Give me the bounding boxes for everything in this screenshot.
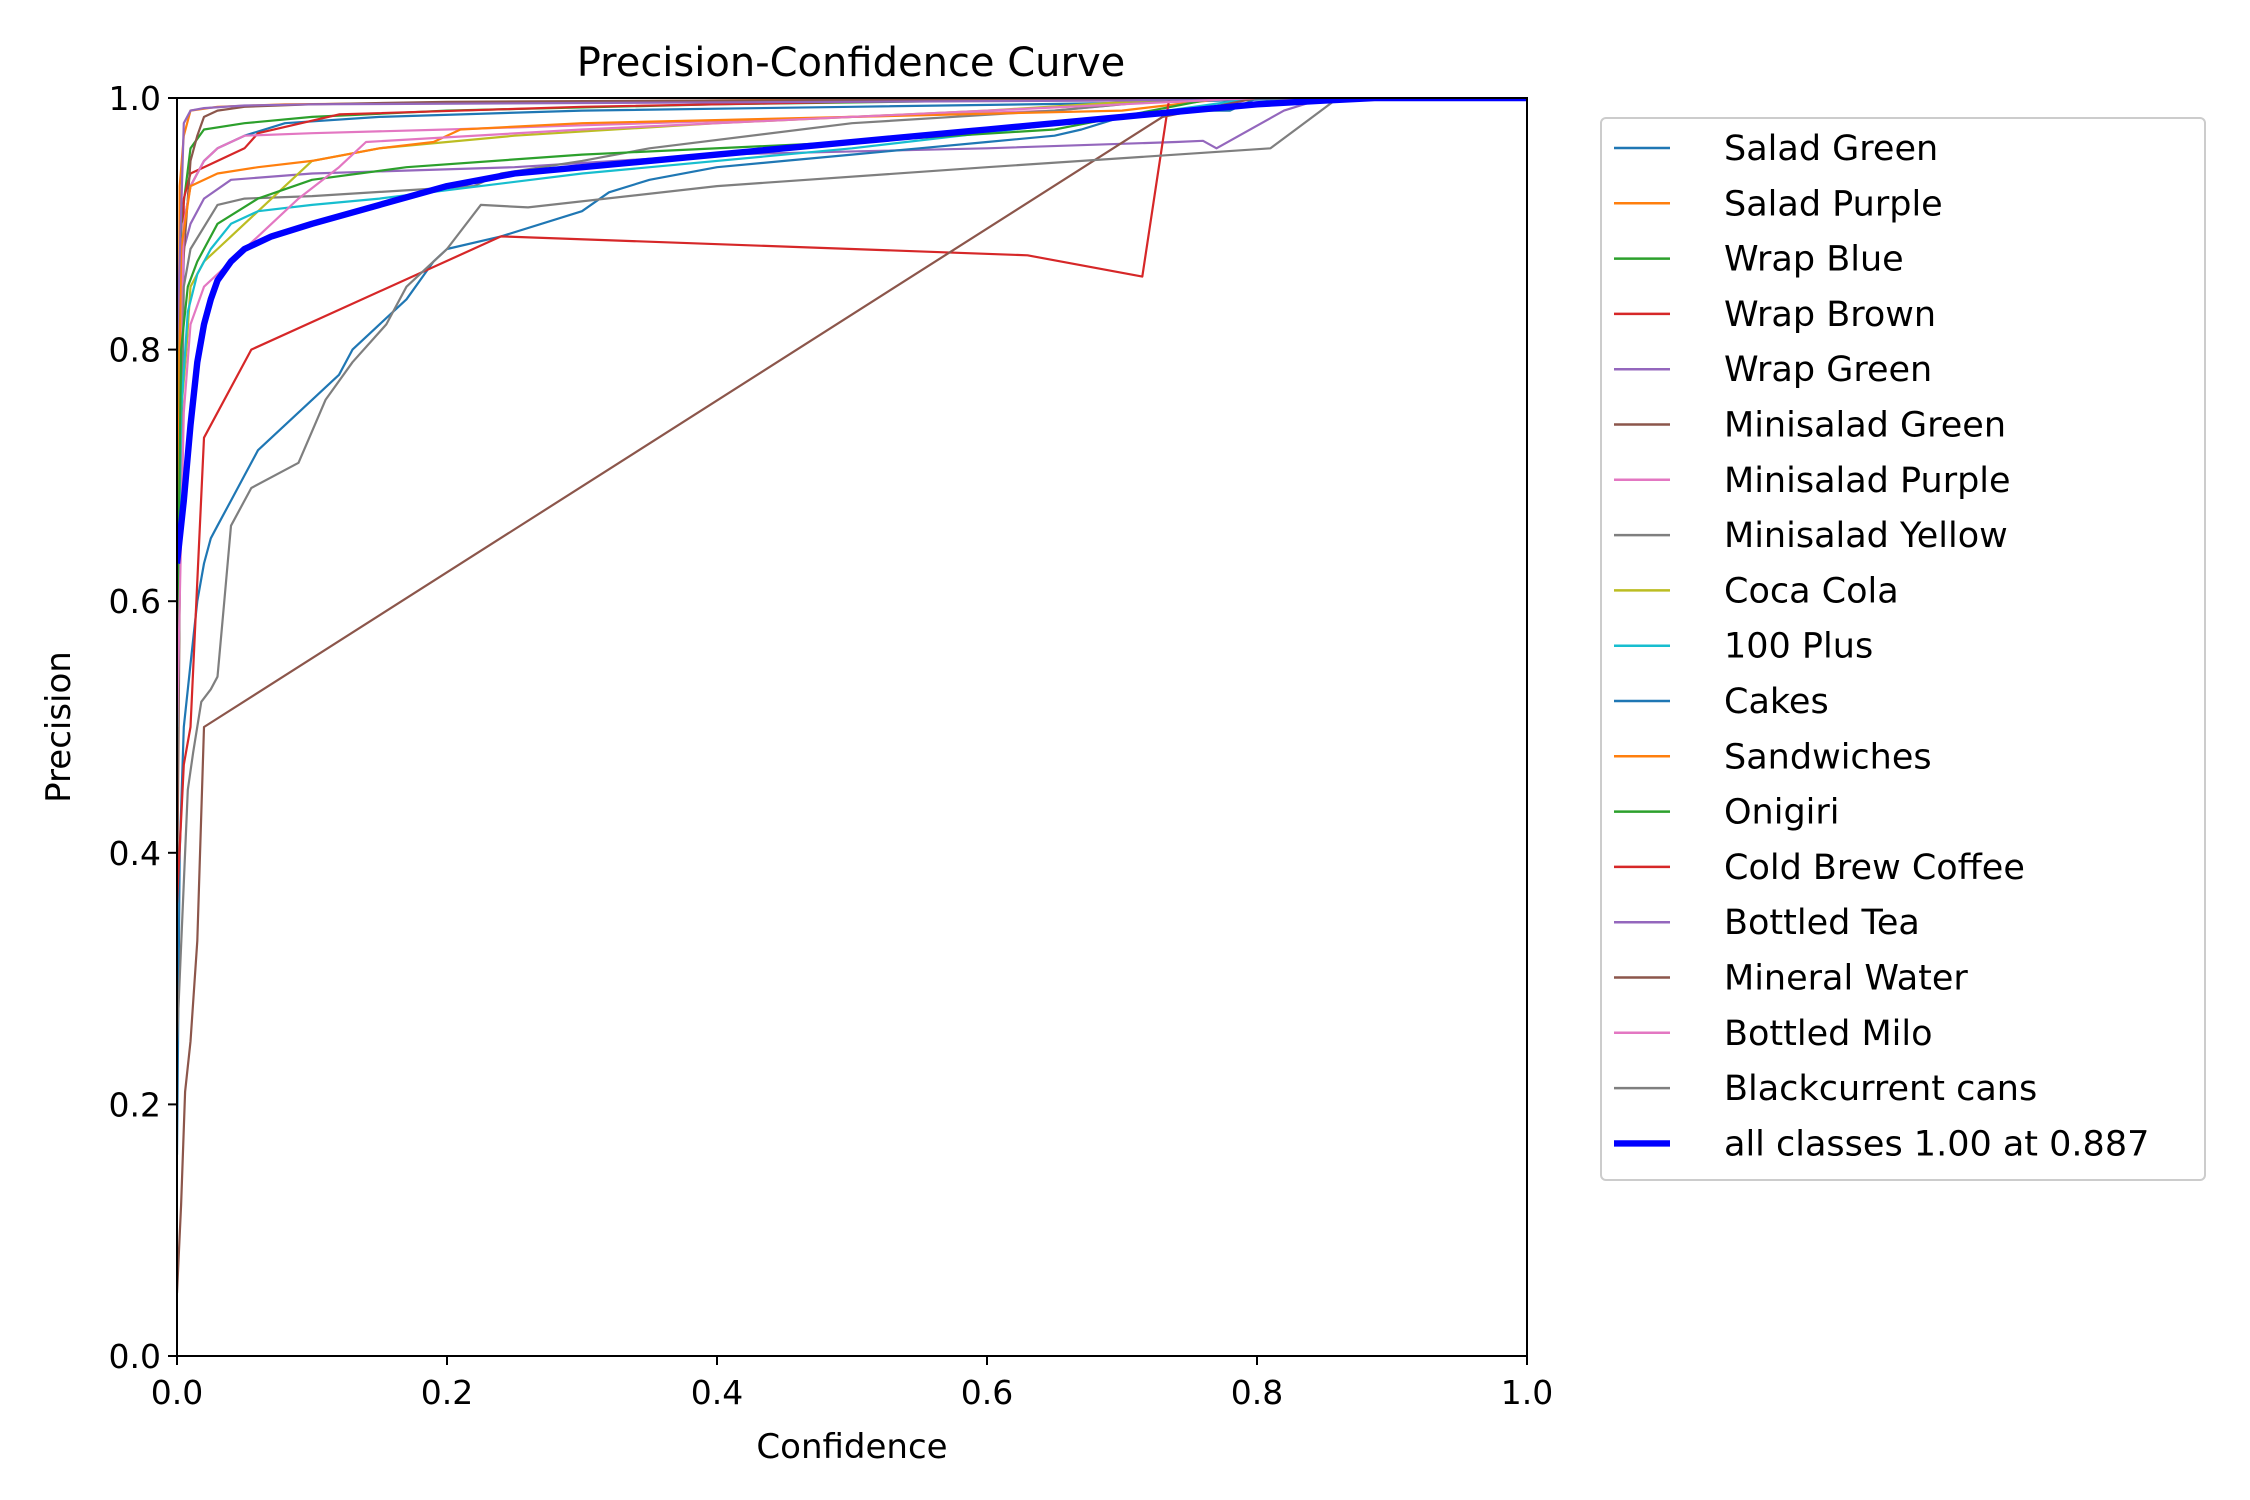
legend-label-15: Mineral Water xyxy=(1724,959,1968,999)
y-axis-label: Precision xyxy=(39,651,79,803)
legend-label-9: 100 Plus xyxy=(1724,627,1873,667)
series-line-10 xyxy=(177,98,1527,1155)
legend-label-3: Wrap Brown xyxy=(1724,295,1936,335)
legend-label-13: Cold Brew Coffee xyxy=(1724,848,2025,888)
series-line-5 xyxy=(177,98,1527,916)
x-tick-label: 0.0 xyxy=(151,1373,203,1412)
legend-label-11: Sandwiches xyxy=(1724,737,1932,777)
legend-label-18: all classes 1.00 at 0.887 xyxy=(1724,1124,2149,1164)
y-tick-label: 0.0 xyxy=(109,1337,161,1376)
x-tick-label: 0.4 xyxy=(691,1373,743,1412)
legend-label-14: Bottled Tea xyxy=(1724,903,1920,943)
series-line-8 xyxy=(177,98,1527,665)
series-line-13 xyxy=(177,98,1527,904)
legend: Salad Green Salad Purple Wrap Blue Wrap Bro… xyxy=(1600,117,2206,1181)
series-line-6 xyxy=(177,98,1527,539)
chart-title: Precision-Confidence Curve xyxy=(577,40,1126,86)
x-tick-label: 0.2 xyxy=(421,1373,473,1412)
x-axis-ticks: 0.0 0.2 0.4 0.6 0.8 1.0 xyxy=(151,1356,1553,1412)
legend-label-16: Bottled Milo xyxy=(1724,1014,1933,1054)
plot-frame xyxy=(176,97,1528,1357)
legend-label-0: Salad Green xyxy=(1724,129,1938,169)
series-line-0 xyxy=(177,98,1527,853)
legend-label-6: Minisalad Purple xyxy=(1724,461,2011,501)
series-line-1 xyxy=(177,98,1527,665)
legend-label-1: Salad Purple xyxy=(1724,184,1943,224)
series-line-14 xyxy=(177,98,1527,350)
y-tick-label: 0.6 xyxy=(109,582,161,621)
legend-label-7: Minisalad Yellow xyxy=(1724,516,2008,556)
legend-label-2: Wrap Blue xyxy=(1724,240,1904,280)
series-line-16 xyxy=(177,98,1527,728)
series-line-18 xyxy=(177,98,1527,564)
y-tick-label: 0.2 xyxy=(109,1085,161,1124)
legend-label-5: Minisalad Green xyxy=(1724,406,2006,446)
legend-frame xyxy=(1600,117,2206,1181)
legend-label-8: Coca Cola xyxy=(1724,571,1899,611)
series-line-11 xyxy=(177,98,1527,602)
series-layer xyxy=(177,98,1527,1294)
series-line-17 xyxy=(177,98,1527,1042)
y-tick-label: 1.0 xyxy=(109,79,161,118)
y-tick-label: 0.4 xyxy=(109,834,161,873)
series-line-15 xyxy=(177,98,1527,1294)
y-axis-ticks: 0.0 0.2 0.4 0.6 0.8 1.0 xyxy=(109,79,177,1376)
x-axis-label: Confidence xyxy=(756,1427,947,1467)
legend-label-10: Cakes xyxy=(1724,682,1829,722)
x-tick-label: 0.8 xyxy=(1231,1373,1283,1412)
series-line-2 xyxy=(177,98,1527,602)
y-tick-label: 0.8 xyxy=(109,331,161,370)
series-line-12 xyxy=(177,98,1527,665)
x-tick-label: 1.0 xyxy=(1501,1373,1553,1412)
legend-label-4: Wrap Green xyxy=(1724,350,1932,390)
legend-label-17: Blackcurrent cans xyxy=(1724,1069,2037,1109)
legend-label-12: Onigiri xyxy=(1724,793,1840,833)
x-tick-label: 0.6 xyxy=(961,1373,1013,1412)
